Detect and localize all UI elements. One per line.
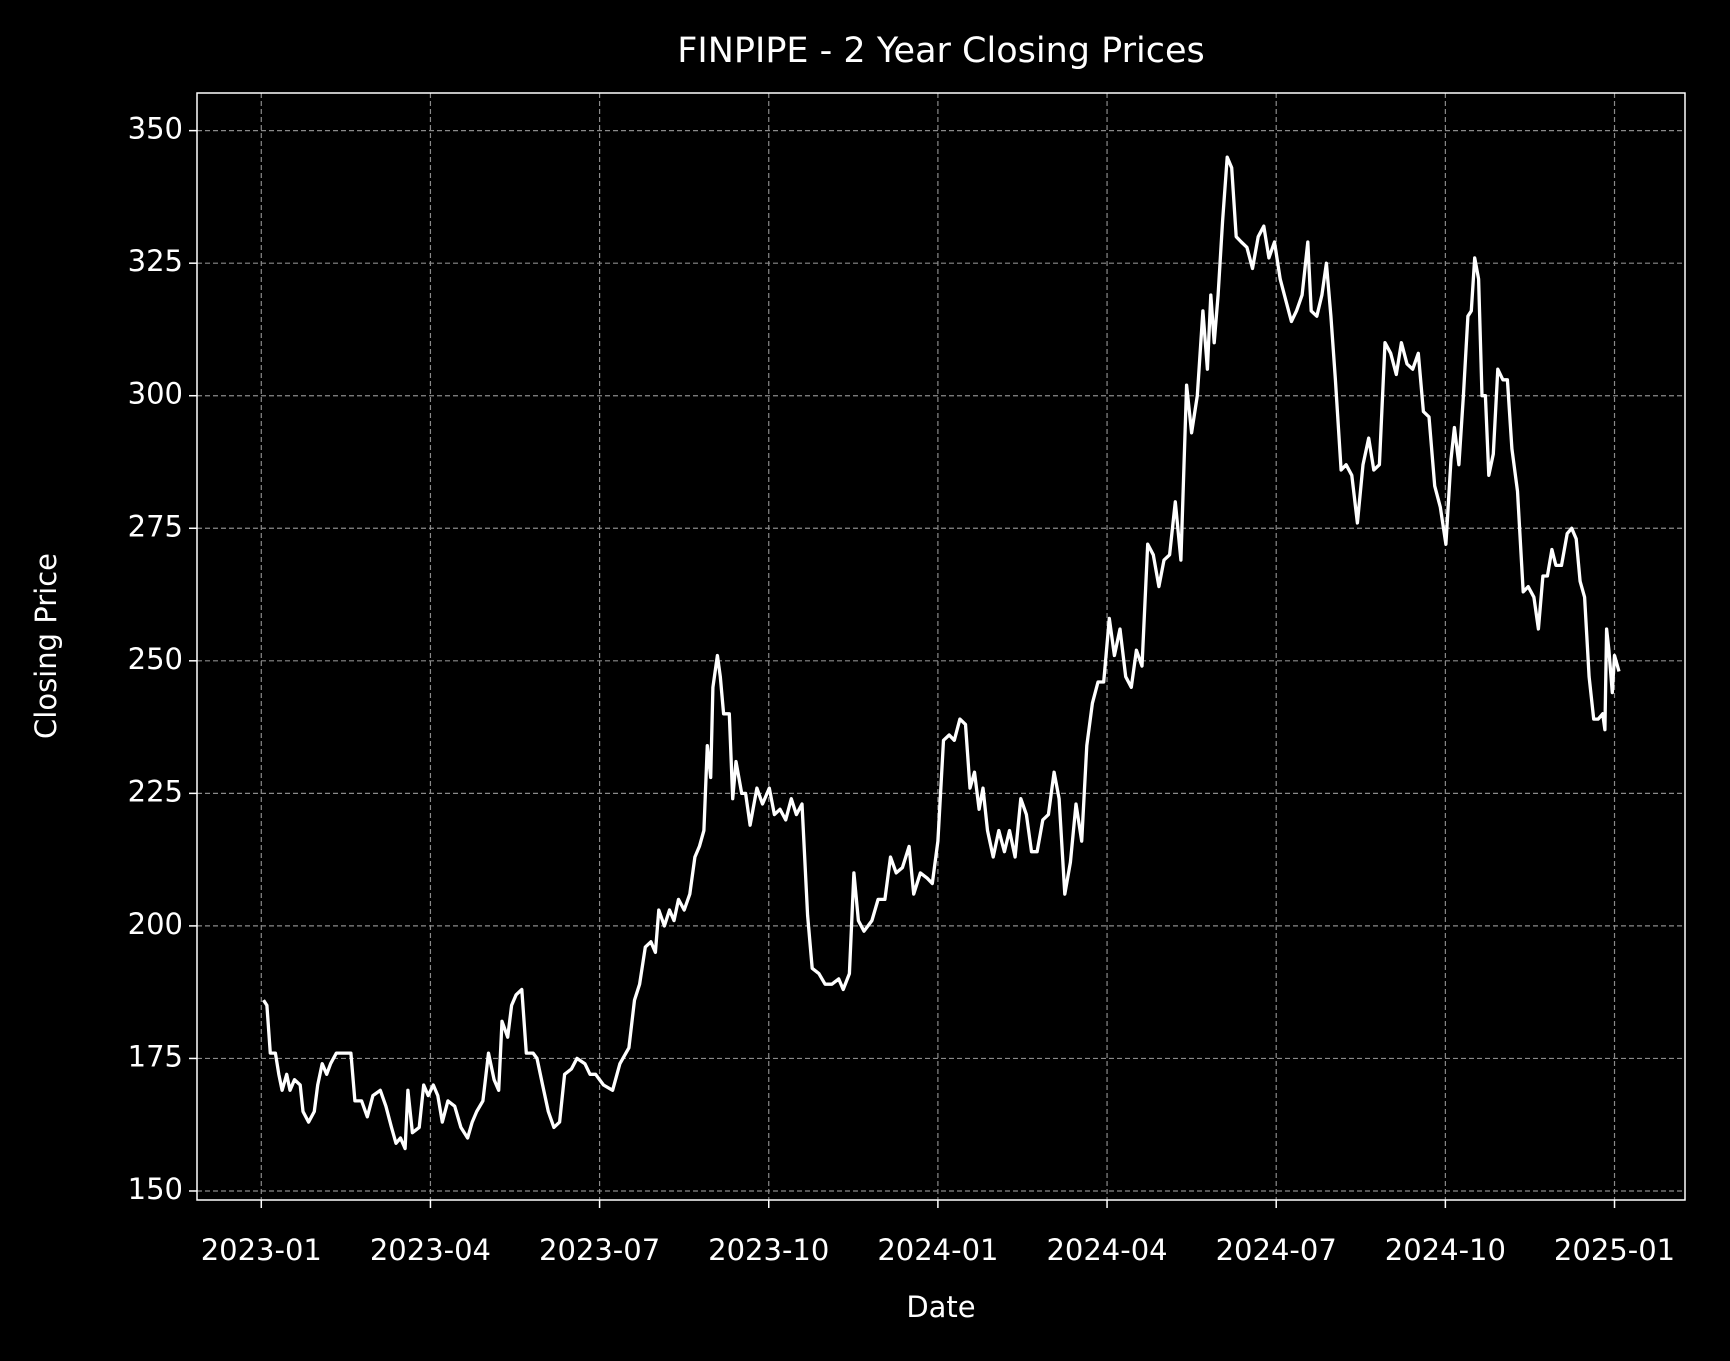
x-axis-label: Date <box>906 1290 975 1324</box>
y-axis-label: Closing Price <box>29 553 63 739</box>
y-tick-label: 325 <box>128 244 183 278</box>
x-tick-label: 2024-07 <box>1216 1233 1337 1267</box>
y-tick-label: 200 <box>128 907 183 941</box>
y-tick-label: 175 <box>128 1039 183 1073</box>
x-tick-label: 2024-10 <box>1385 1233 1506 1267</box>
x-tick-label: 2023-07 <box>539 1233 660 1267</box>
plot-frame <box>196 92 1686 1201</box>
y-tick-label: 250 <box>128 642 183 676</box>
x-tick-label: 2023-10 <box>708 1233 829 1267</box>
chart-title: FINPIPE - 2 Year Closing Prices <box>677 31 1204 71</box>
x-tick-label: 2023-04 <box>370 1233 491 1267</box>
y-tick-label: 300 <box>128 377 183 411</box>
y-tick-label: 150 <box>128 1172 183 1206</box>
x-tick-label: 2023-01 <box>201 1233 322 1267</box>
x-tick-label: 2024-01 <box>877 1233 998 1267</box>
x-tick-label: 2025-01 <box>1554 1233 1675 1267</box>
y-tick-label: 350 <box>128 112 183 146</box>
x-tick-label: 2024-04 <box>1046 1233 1167 1267</box>
y-tick-label: 225 <box>128 774 183 808</box>
price-line <box>262 155 1621 1151</box>
y-tick-label: 275 <box>128 509 183 543</box>
